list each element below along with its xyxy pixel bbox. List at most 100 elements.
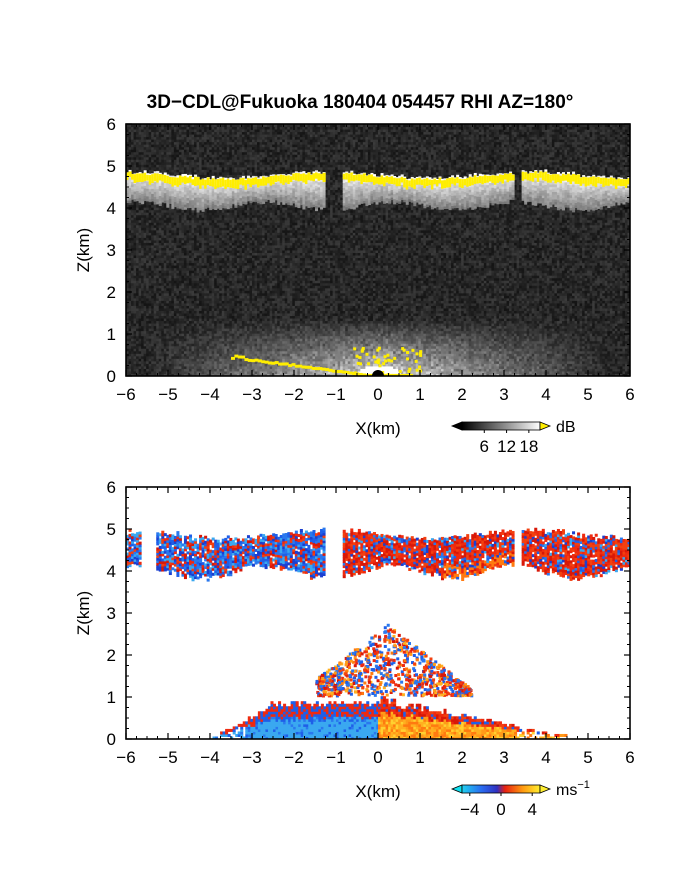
intensity-cell <box>216 368 220 372</box>
intensity-cell <box>196 275 200 279</box>
intensity-cell <box>148 275 152 279</box>
intensity-cell <box>211 305 215 309</box>
intensity-cell <box>133 343 137 347</box>
intensity-cell <box>138 270 142 274</box>
intensity-cell <box>199 219 203 223</box>
intensity-cell <box>146 204 150 208</box>
intensity-cell <box>141 144 145 148</box>
intensity-cell <box>178 325 182 329</box>
intensity-cell <box>183 302 187 306</box>
intensity-cell <box>214 287 218 291</box>
intensity-cell <box>133 260 137 264</box>
intensity-cell <box>173 146 177 150</box>
intensity-cell <box>146 136 150 140</box>
intensity-cell <box>173 323 177 327</box>
intensity-cell <box>194 355 198 359</box>
intensity-cell <box>186 333 190 337</box>
intensity-cell <box>206 355 210 359</box>
intensity-cell <box>148 277 152 281</box>
intensity-cell <box>148 257 152 261</box>
intensity-cell <box>136 151 140 155</box>
intensity-cell <box>216 239 220 243</box>
intensity-cell <box>131 255 135 259</box>
intensity-cell <box>153 348 157 352</box>
intensity-cell <box>161 358 165 362</box>
intensity-cell <box>166 302 170 306</box>
intensity-cell <box>143 330 147 334</box>
intensity-cell <box>191 370 195 374</box>
intensity-cell <box>158 260 162 264</box>
intensity-cell <box>173 212 177 216</box>
intensity-cell <box>189 333 193 337</box>
intensity-cell <box>138 242 142 246</box>
intensity-cell <box>138 124 142 128</box>
intensity-cell <box>216 126 220 130</box>
intensity-cell <box>151 126 155 130</box>
intensity-cell <box>146 164 150 168</box>
intensity-cell <box>216 149 220 153</box>
intensity-cell <box>183 307 187 311</box>
intensity-cell <box>146 212 150 216</box>
intensity-cell <box>161 260 165 264</box>
intensity-cell <box>191 124 195 128</box>
intensity-cell <box>178 272 182 276</box>
intensity-cell <box>131 272 135 276</box>
intensity-cell <box>173 227 177 231</box>
intensity-cell <box>199 338 203 342</box>
intensity-cell <box>209 295 213 299</box>
intensity-cell <box>128 302 132 306</box>
intensity-cell <box>163 292 167 296</box>
intensity-cell <box>146 320 150 324</box>
intensity-cell <box>191 214 195 218</box>
intensity-cell <box>171 335 175 339</box>
intensity-cell <box>194 252 198 256</box>
intensity-cell <box>151 212 155 216</box>
intensity-cell <box>141 282 145 286</box>
intensity-cell <box>206 141 210 145</box>
intensity-cell <box>209 159 213 163</box>
intensity-cell <box>168 353 172 357</box>
intensity-cell <box>128 146 132 150</box>
intensity-cell <box>186 169 190 173</box>
intensity-cell <box>181 368 185 372</box>
intensity-cell <box>136 255 140 259</box>
intensity-cell <box>206 360 210 364</box>
intensity-cell <box>176 169 180 173</box>
intensity-cell <box>204 287 208 291</box>
intensity-cell <box>216 222 220 226</box>
intensity-cell <box>133 141 137 145</box>
intensity-cell <box>161 262 165 266</box>
intensity-cell <box>151 302 155 306</box>
intensity-cell <box>168 227 172 231</box>
intensity-cell <box>178 237 182 241</box>
intensity-cell <box>126 234 130 238</box>
intensity-cell <box>138 323 142 327</box>
intensity-cell <box>196 333 200 337</box>
intensity-cell <box>131 335 135 339</box>
intensity-cell <box>163 267 167 271</box>
intensity-cell <box>199 237 203 241</box>
intensity-cell <box>126 131 130 135</box>
intensity-cell <box>191 229 195 233</box>
intensity-cell <box>156 144 160 148</box>
intensity-cell <box>191 363 195 367</box>
intensity-cell <box>128 227 132 231</box>
intensity-cell <box>166 262 170 266</box>
intensity-cell <box>131 159 135 163</box>
intensity-cell <box>133 129 137 133</box>
intensity-cell <box>209 146 213 150</box>
intensity-cell <box>186 353 190 357</box>
intensity-cell <box>211 292 215 296</box>
intensity-cell <box>136 323 140 327</box>
intensity-cell <box>171 300 175 304</box>
intensity-cell <box>194 267 198 271</box>
intensity-cell <box>196 300 200 304</box>
intensity-cell <box>138 292 142 296</box>
intensity-cell <box>126 277 130 281</box>
intensity-cell <box>138 265 142 269</box>
intensity-cell <box>178 350 182 354</box>
intensity-cell <box>148 154 152 158</box>
intensity-cell <box>153 360 157 364</box>
intensity-cell <box>128 292 132 296</box>
intensity-cell <box>214 244 218 248</box>
